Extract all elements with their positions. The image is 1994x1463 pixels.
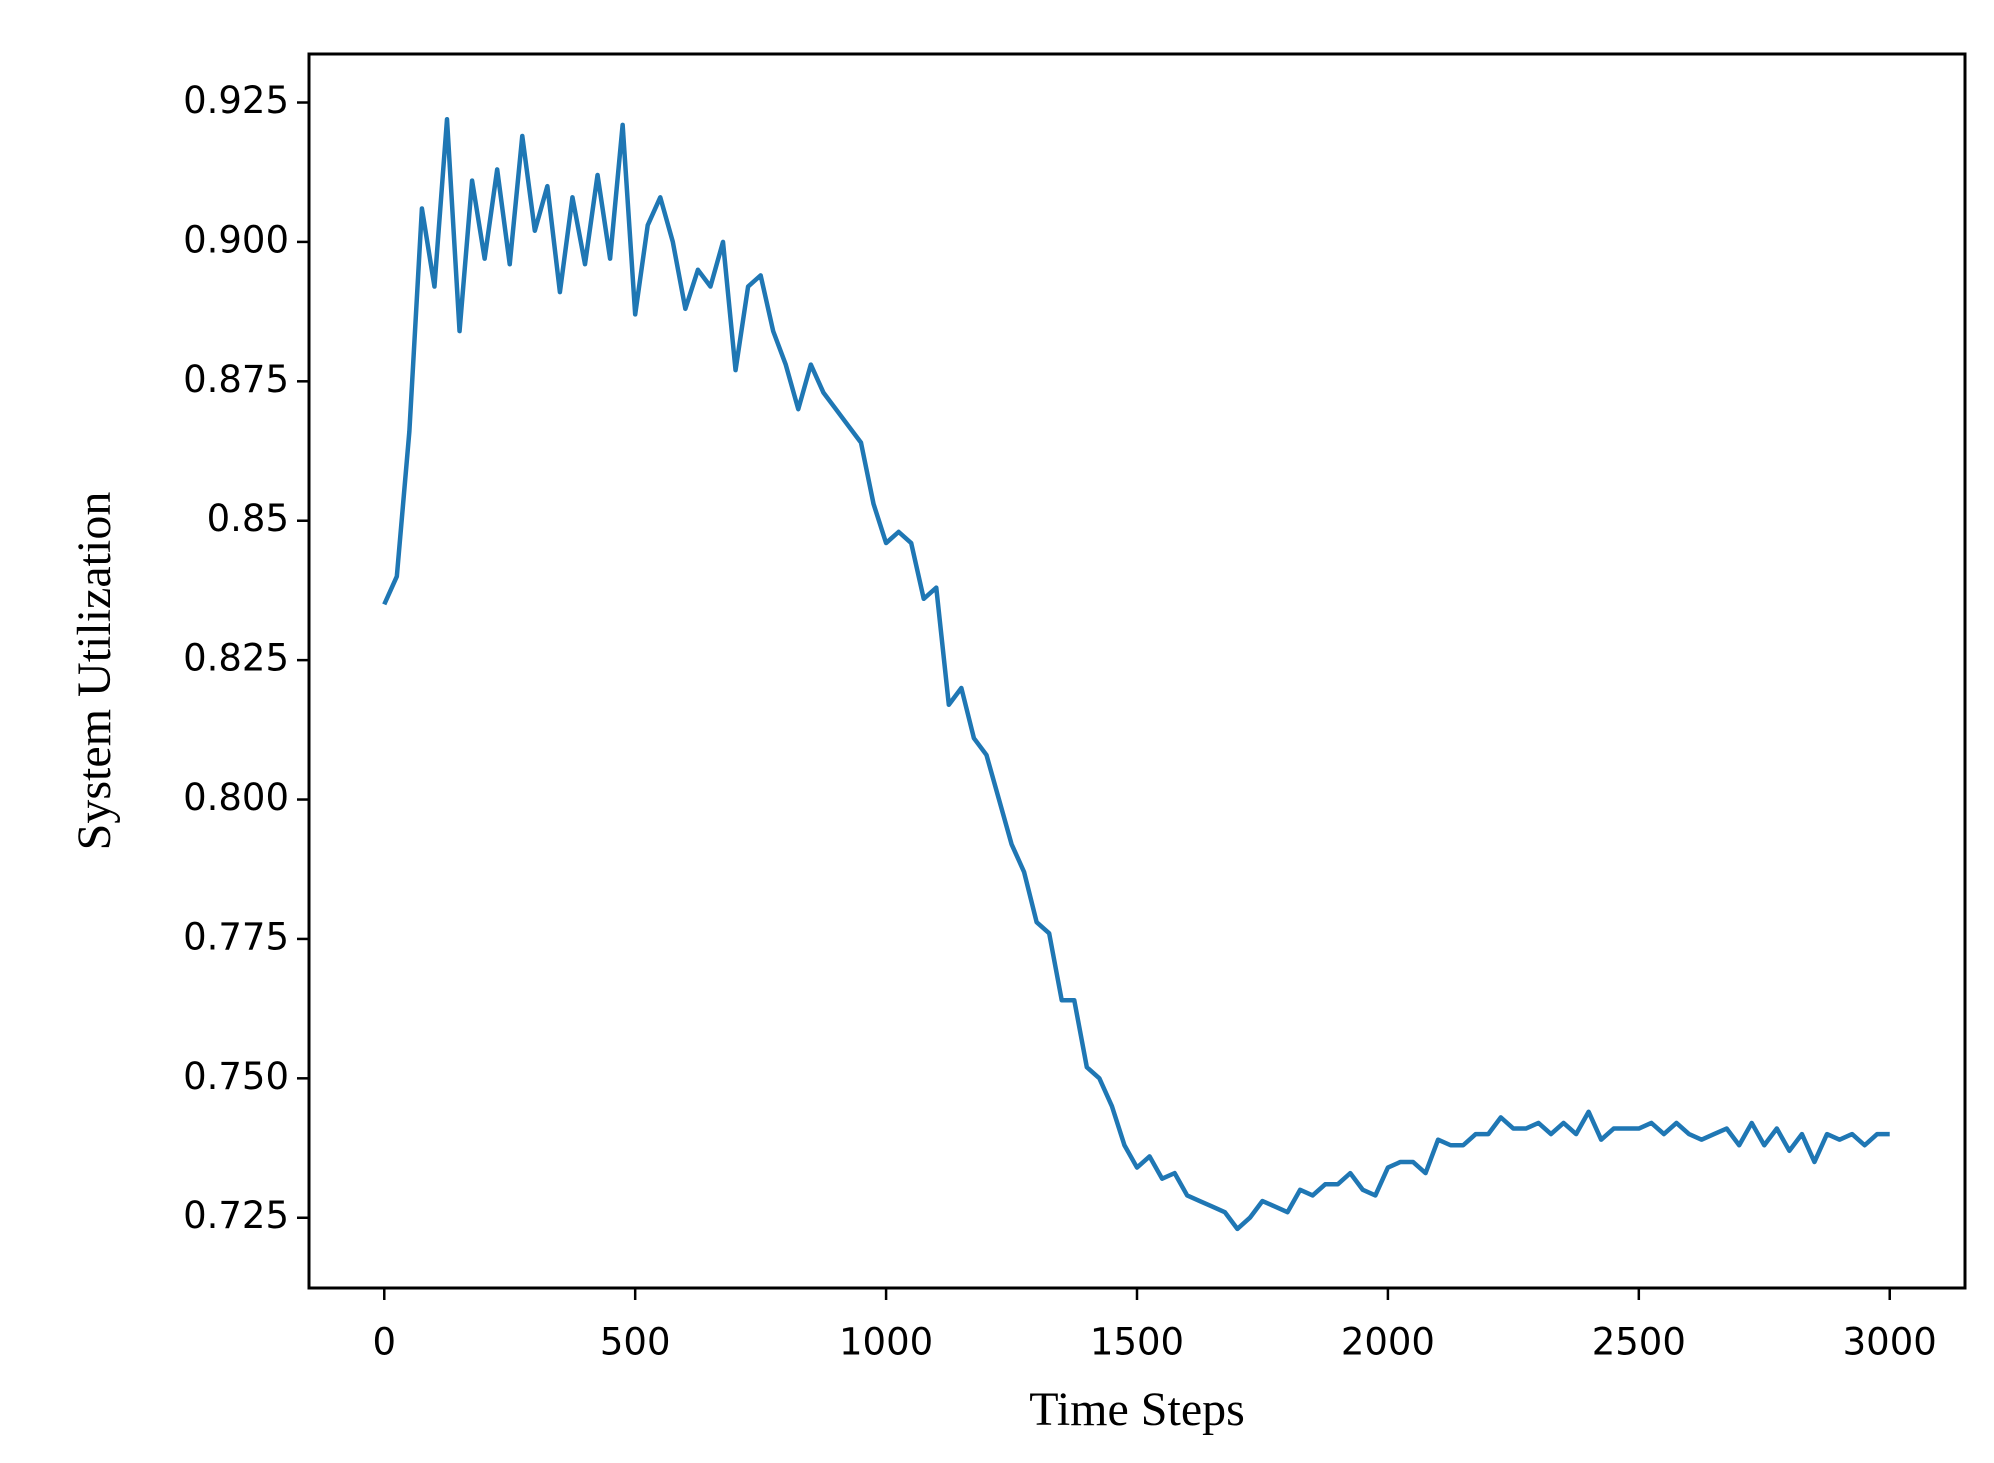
y-tick-label: 0.925 — [183, 79, 289, 122]
x-tick-label: 2500 — [1592, 1321, 1686, 1364]
data-line — [382, 116, 1890, 1232]
x-axis-label: Time Steps — [1029, 1383, 1245, 1436]
x-tick-label: 500 — [600, 1321, 671, 1364]
x-tick-label: 3000 — [1843, 1321, 1937, 1364]
x-tick-label: 2000 — [1341, 1321, 1435, 1364]
y-tick-label: 0.800 — [183, 776, 289, 819]
y-tick-label: 0.85 — [207, 497, 289, 540]
y-tick-label: 0.900 — [183, 218, 289, 261]
axes-frame — [307, 52, 1967, 1290]
y-tick-label: 0.825 — [183, 637, 289, 680]
y-axis-label: System Utilization — [68, 492, 121, 851]
y-tick-label: 0.725 — [183, 1194, 289, 1237]
y-tick-label: 0.775 — [183, 915, 289, 958]
y-tick-label: 0.875 — [183, 358, 289, 401]
y-tick-label: 0.750 — [183, 1055, 289, 1098]
x-tick-label: 0 — [372, 1321, 396, 1364]
x-tick-label: 1000 — [839, 1321, 933, 1364]
x-tick-label: 1500 — [1090, 1321, 1184, 1364]
